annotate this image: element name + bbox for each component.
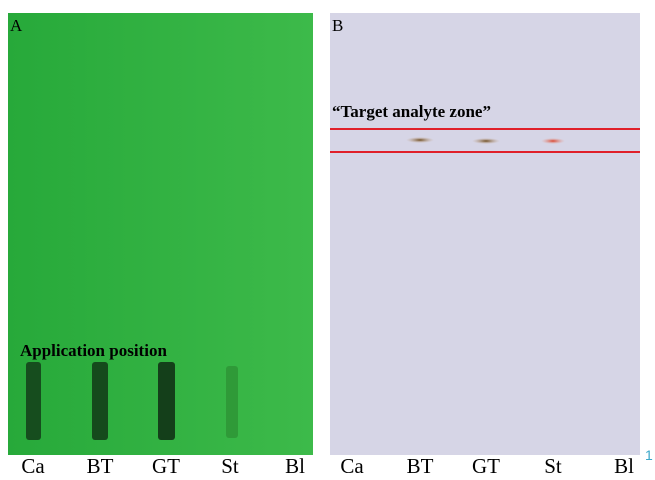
page-number: 1 (645, 447, 653, 463)
spot (541, 138, 565, 144)
lane-label: BT (407, 454, 434, 478)
band (158, 362, 175, 440)
band (226, 366, 238, 438)
panel-label: A (10, 16, 23, 35)
lane-label: BT (87, 454, 114, 478)
lane-label: Ca (340, 454, 364, 478)
lane-label: St (221, 454, 239, 478)
lane-label: GT (472, 454, 500, 478)
lane-label: St (544, 454, 562, 478)
band (92, 362, 108, 440)
annotation: Application position (20, 341, 167, 360)
spot (406, 137, 434, 143)
lane-label: Bl (614, 454, 634, 478)
lane-label: Ca (21, 454, 45, 478)
spot (472, 138, 500, 144)
lane-label: GT (152, 454, 180, 478)
panel-label: B (332, 16, 343, 35)
annotation: “Target analyte zone” (332, 102, 491, 121)
lane-label: Bl (285, 454, 305, 478)
plate-b (330, 13, 640, 455)
band (26, 362, 41, 440)
